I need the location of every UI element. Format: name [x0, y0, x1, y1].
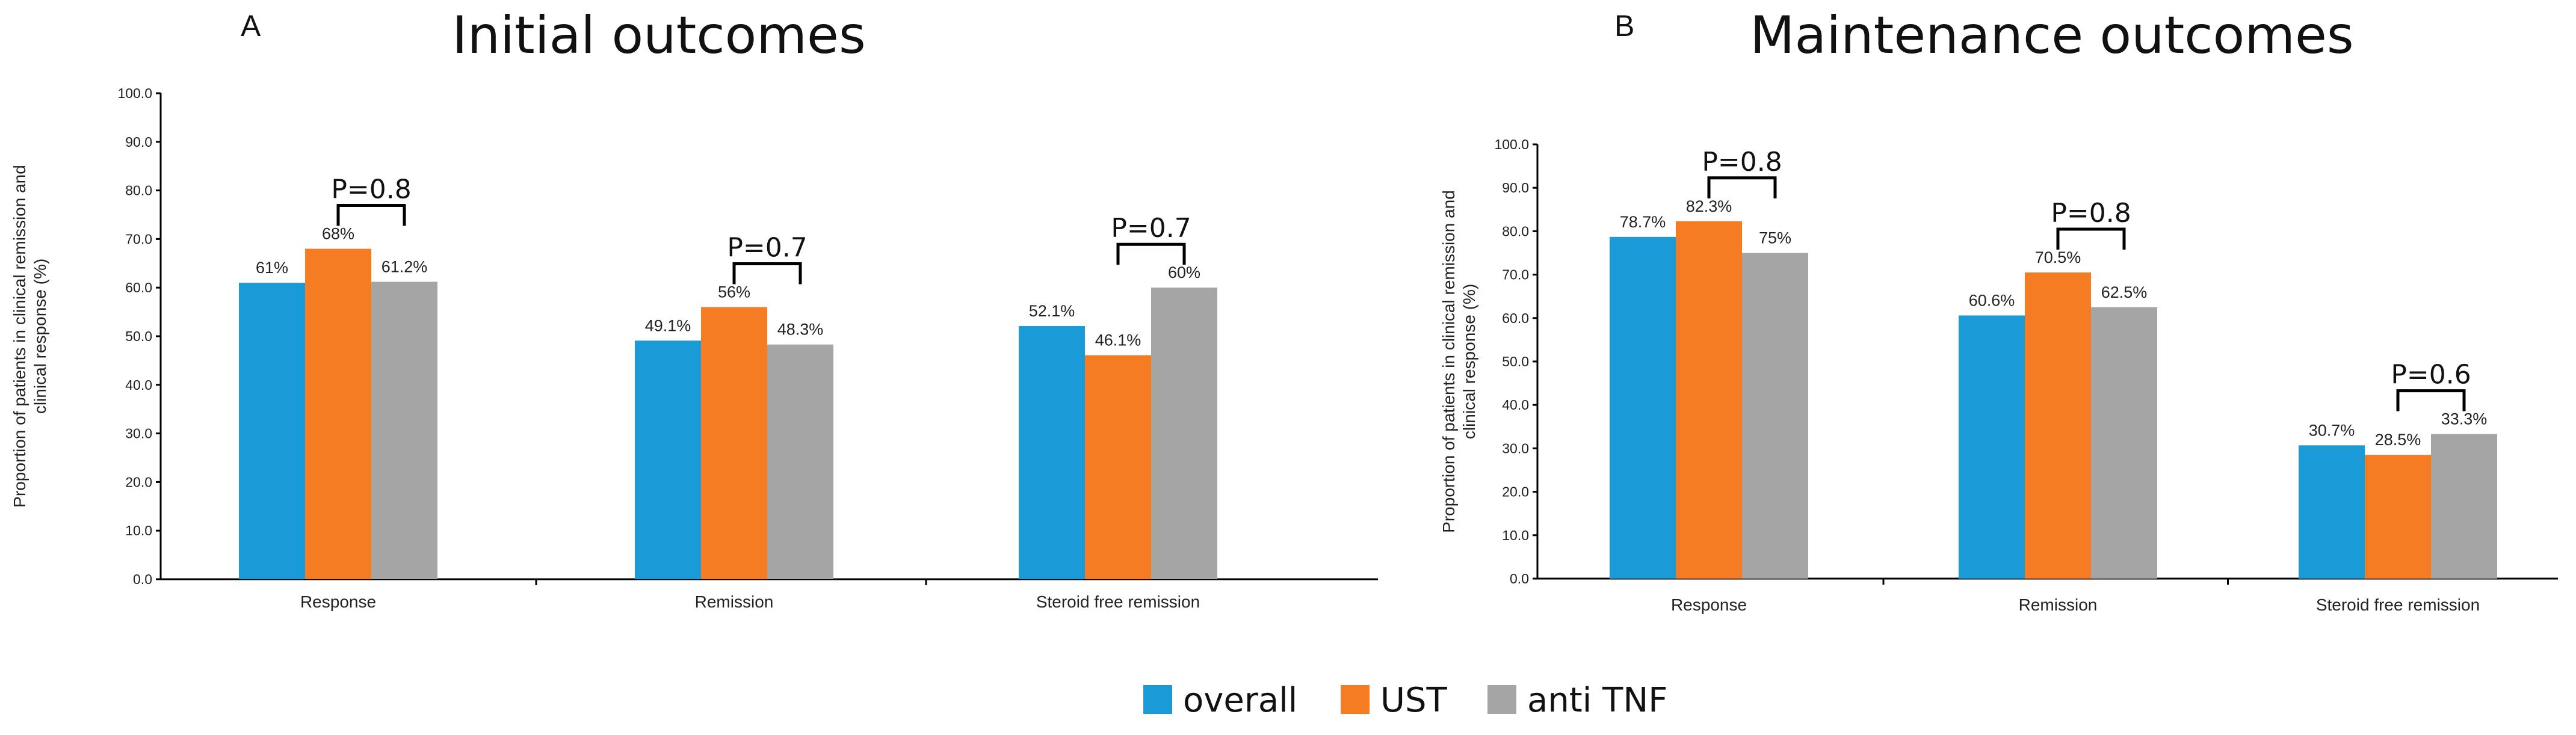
bar-ust: [2365, 455, 2431, 579]
legend-swatch: [1341, 685, 1370, 714]
significance-bracket: [1707, 176, 1777, 198]
significance-bracket: [336, 204, 406, 226]
bar-anti-tnf: [371, 281, 437, 579]
data-label: 62.5%: [2101, 283, 2148, 301]
bar-ust: [701, 307, 767, 579]
data-label: 33.3%: [2441, 410, 2488, 428]
legend-swatch: [1487, 685, 1516, 714]
data-label: 30.7%: [2309, 421, 2355, 439]
data-label: 78.7%: [1620, 213, 1666, 231]
data-label: 68%: [322, 225, 354, 243]
data-label: 61.2%: [381, 258, 428, 276]
y-tick-label: 70.0: [1502, 267, 1529, 283]
y-tick-label: 0.0: [1510, 571, 1529, 586]
y-tick-label: 100.0: [1494, 137, 1529, 152]
bar-ust: [2025, 272, 2091, 579]
data-label: 46.1%: [1095, 331, 1141, 349]
y-tick-label: 10.0: [125, 523, 152, 538]
y-axis-title: Proportion of patients in clinical remis…: [1439, 190, 1478, 533]
y-tick-label: 90.0: [1502, 180, 1529, 195]
bar-anti-tnf: [2091, 307, 2157, 579]
data-label: 82.3%: [1686, 197, 1732, 215]
y-tick-label: 60.0: [125, 280, 152, 295]
data-label: 56%: [718, 283, 750, 301]
legend-swatch: [1143, 685, 1172, 714]
panel-initial-outcomes: A Initial outcomes Proportion of patients …: [10, 5, 1378, 611]
y-axis-title-line: clinical response (%): [1460, 284, 1478, 439]
p-value-label: P=0.7: [1111, 213, 1191, 244]
p-value-label: P=0.6: [2391, 360, 2471, 390]
data-label: 52.1%: [1029, 302, 1075, 320]
data-label: 60.6%: [1969, 291, 2015, 309]
significance-bracket: [2056, 227, 2126, 250]
y-tick-label: 90.0: [125, 134, 152, 150]
p-value-label: P=0.7: [727, 233, 807, 263]
y-tick-label: 40.0: [1502, 397, 1529, 413]
bar-overall: [1610, 236, 1676, 579]
y-tick-label: 100.0: [117, 85, 152, 101]
y-tick-label: 0.0: [133, 571, 152, 587]
bar-anti-tnf: [1742, 253, 1808, 579]
bar-anti-tnf: [767, 344, 833, 579]
data-label: 75%: [1759, 229, 1791, 247]
significance-bracket: [2396, 389, 2466, 411]
data-label: 61%: [256, 259, 288, 277]
significance-bracket: [1116, 242, 1186, 265]
y-axis-title: Proportion of patients in clinical remis…: [10, 165, 49, 508]
bar-overall: [635, 340, 701, 579]
y-tick-label: 30.0: [125, 426, 152, 441]
y-axis-title-line: clinical response (%): [31, 259, 49, 414]
bar-overall: [2299, 445, 2365, 579]
bar-anti-tnf: [2431, 434, 2497, 579]
y-tick-label: 40.0: [125, 377, 152, 393]
data-label: 28.5%: [2375, 431, 2421, 449]
y-axis-title-line: Proportion of patients in clinical remis…: [10, 165, 29, 508]
p-value-label: P=0.8: [2051, 198, 2131, 229]
y-tick-label: 60.0: [1502, 310, 1529, 326]
data-label: 60%: [1168, 263, 1200, 281]
bar-ust: [1676, 221, 1742, 579]
panel-letter: B: [1614, 9, 1634, 43]
bar-anti-tnf: [1151, 288, 1217, 579]
y-axis-title-line: Proportion of patients in clinical remis…: [1439, 190, 1458, 533]
x-tick-label: Response: [1671, 595, 1747, 614]
x-tick-label: Remission: [695, 592, 774, 611]
chart-title: Initial outcomes: [452, 5, 866, 66]
legend-label: UST: [1380, 681, 1448, 720]
bar-ust: [305, 248, 371, 579]
bar-ust: [1085, 355, 1151, 579]
p-value-label: P=0.8: [1702, 147, 1782, 177]
significance-bracket: [732, 262, 802, 284]
x-tick-label: Steroid free remission: [2316, 595, 2480, 614]
y-tick-label: 20.0: [125, 474, 152, 490]
data-label: 49.1%: [645, 316, 691, 334]
legend: overall UST anti TNF: [1143, 681, 1667, 720]
y-tick-label: 50.0: [1502, 354, 1529, 369]
chart-title: Maintenance outcomes: [1750, 5, 2353, 66]
x-tick-label: Steroid free remission: [1036, 592, 1200, 611]
y-tick-label: 80.0: [125, 183, 152, 198]
data-label: 48.3%: [777, 321, 824, 339]
panel-letter: A: [241, 9, 261, 43]
p-value-label: P=0.8: [331, 174, 411, 205]
y-tick-label: 30.0: [1502, 440, 1529, 456]
legend-label: overall: [1183, 681, 1297, 720]
y-tick-label: 50.0: [125, 328, 152, 344]
bar-overall: [1019, 326, 1085, 579]
y-tick-label: 80.0: [1502, 223, 1529, 239]
y-tick-label: 10.0: [1502, 527, 1529, 543]
x-tick-label: Response: [300, 592, 376, 611]
y-tick-label: 20.0: [1502, 484, 1529, 500]
bar-overall: [1959, 315, 2025, 579]
panel-maintenance-outcomes: B Maintenance outcomes Proportion of patie…: [1439, 5, 2558, 614]
data-label: 70.5%: [2035, 248, 2081, 266]
x-tick-label: Remission: [2019, 595, 2098, 614]
legend-label: anti TNF: [1527, 681, 1667, 720]
bar-overall: [239, 283, 305, 579]
y-tick-label: 70.0: [125, 231, 152, 247]
